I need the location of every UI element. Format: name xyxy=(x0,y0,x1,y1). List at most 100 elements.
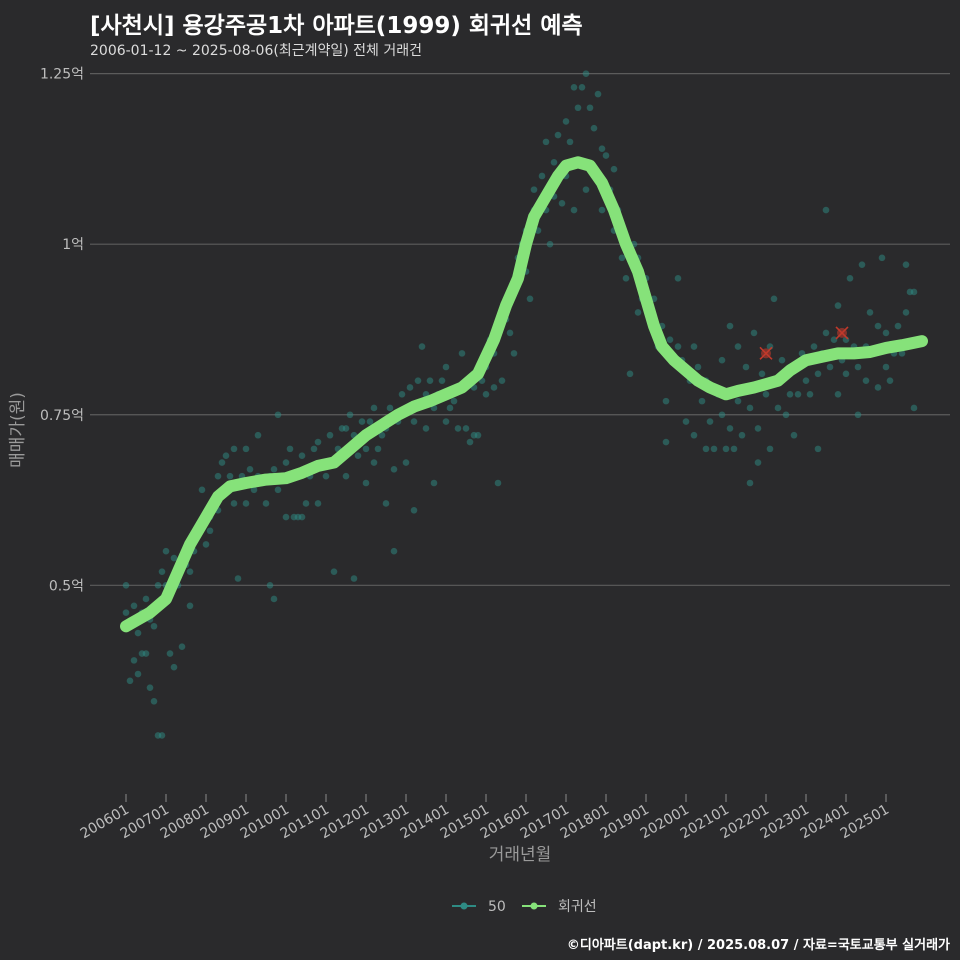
data-point xyxy=(834,390,842,398)
data-point xyxy=(462,425,470,432)
data-point xyxy=(370,459,378,466)
highlight-marker xyxy=(759,346,773,360)
data-point xyxy=(350,575,358,582)
data-point xyxy=(886,377,894,384)
data-point xyxy=(778,356,786,364)
data-point xyxy=(170,663,178,671)
data-point xyxy=(302,500,310,507)
data-point xyxy=(622,275,630,282)
data-point xyxy=(466,438,474,446)
data-point xyxy=(770,295,778,303)
data-point xyxy=(170,554,178,562)
data-point xyxy=(782,411,790,419)
data-point xyxy=(634,309,642,316)
data-point xyxy=(146,684,154,691)
data-point xyxy=(662,438,670,446)
regression-layer xyxy=(120,156,928,633)
data-point xyxy=(438,377,446,384)
data-point xyxy=(626,370,634,378)
data-point xyxy=(542,138,550,146)
data-point xyxy=(410,418,418,425)
data-point xyxy=(590,124,598,132)
data-point xyxy=(794,390,802,398)
data-point xyxy=(154,582,162,589)
data-point xyxy=(266,582,274,589)
data-point xyxy=(282,459,290,466)
data-point xyxy=(298,452,306,460)
data-point xyxy=(822,329,830,337)
data-point xyxy=(250,486,258,494)
data-point xyxy=(134,670,142,678)
data-point xyxy=(570,206,578,214)
data-point xyxy=(746,404,754,412)
data-point xyxy=(442,363,450,371)
data-point xyxy=(566,138,574,146)
data-point xyxy=(846,275,854,282)
data-point xyxy=(286,445,294,453)
data-point xyxy=(490,384,498,391)
data-point xyxy=(874,384,882,391)
data-point xyxy=(710,445,718,453)
data-point xyxy=(422,425,430,432)
data-point xyxy=(806,390,814,398)
data-point xyxy=(842,370,850,378)
data-point xyxy=(222,452,230,460)
data-point xyxy=(230,500,238,507)
data-point xyxy=(274,486,282,494)
data-point xyxy=(742,363,750,371)
data-point xyxy=(690,431,698,439)
data-point xyxy=(734,397,742,405)
data-point xyxy=(602,152,610,159)
data-point xyxy=(322,472,330,480)
data-point xyxy=(574,104,582,112)
data-point xyxy=(510,350,518,357)
axis-layer: 0.5억0.75억1억1.25억200601200701200801200901… xyxy=(40,67,892,843)
data-point xyxy=(594,90,602,98)
data-point xyxy=(270,595,278,603)
chart-subtitle: 2006-01-12 ~ 2025-08-06(최근계약일) 전체 거래건 xyxy=(90,43,422,59)
data-point xyxy=(902,261,910,268)
data-point xyxy=(898,350,906,357)
data-point xyxy=(362,445,370,453)
data-point xyxy=(326,431,334,439)
data-point xyxy=(598,206,606,214)
scatter-layer xyxy=(122,70,918,739)
data-point xyxy=(262,500,270,507)
data-point xyxy=(506,329,514,337)
data-point xyxy=(358,418,366,425)
data-point xyxy=(766,445,774,453)
data-point xyxy=(158,568,166,575)
data-point xyxy=(494,479,502,487)
data-point xyxy=(822,206,830,214)
data-point xyxy=(526,295,534,303)
data-point xyxy=(830,336,838,344)
credit-text: ©디아파트(dapt.kr) / 2025.08.07 / 자료=국토교통부 실… xyxy=(566,938,950,953)
x-axis-label: 거래년월 xyxy=(489,845,552,865)
data-point xyxy=(762,390,770,398)
data-point xyxy=(122,609,130,616)
data-point xyxy=(474,431,482,439)
data-point xyxy=(374,445,382,453)
data-point xyxy=(242,445,250,453)
data-point xyxy=(754,425,762,432)
data-point xyxy=(546,240,554,248)
data-point xyxy=(786,390,794,398)
data-point xyxy=(706,418,714,425)
data-point xyxy=(582,70,590,77)
data-point xyxy=(314,438,322,446)
grid-layer xyxy=(90,73,950,586)
data-point xyxy=(314,500,322,507)
data-point xyxy=(234,575,242,582)
data-point xyxy=(126,677,134,685)
data-point xyxy=(730,445,738,453)
data-point xyxy=(882,329,890,337)
data-point xyxy=(862,377,870,384)
data-point xyxy=(802,377,810,384)
y-axis-label: 매매가(원) xyxy=(8,392,28,468)
data-point xyxy=(826,363,834,371)
data-point xyxy=(550,159,558,166)
data-point xyxy=(530,186,538,193)
data-point xyxy=(754,459,762,466)
data-point xyxy=(558,199,566,207)
data-point xyxy=(446,404,454,412)
